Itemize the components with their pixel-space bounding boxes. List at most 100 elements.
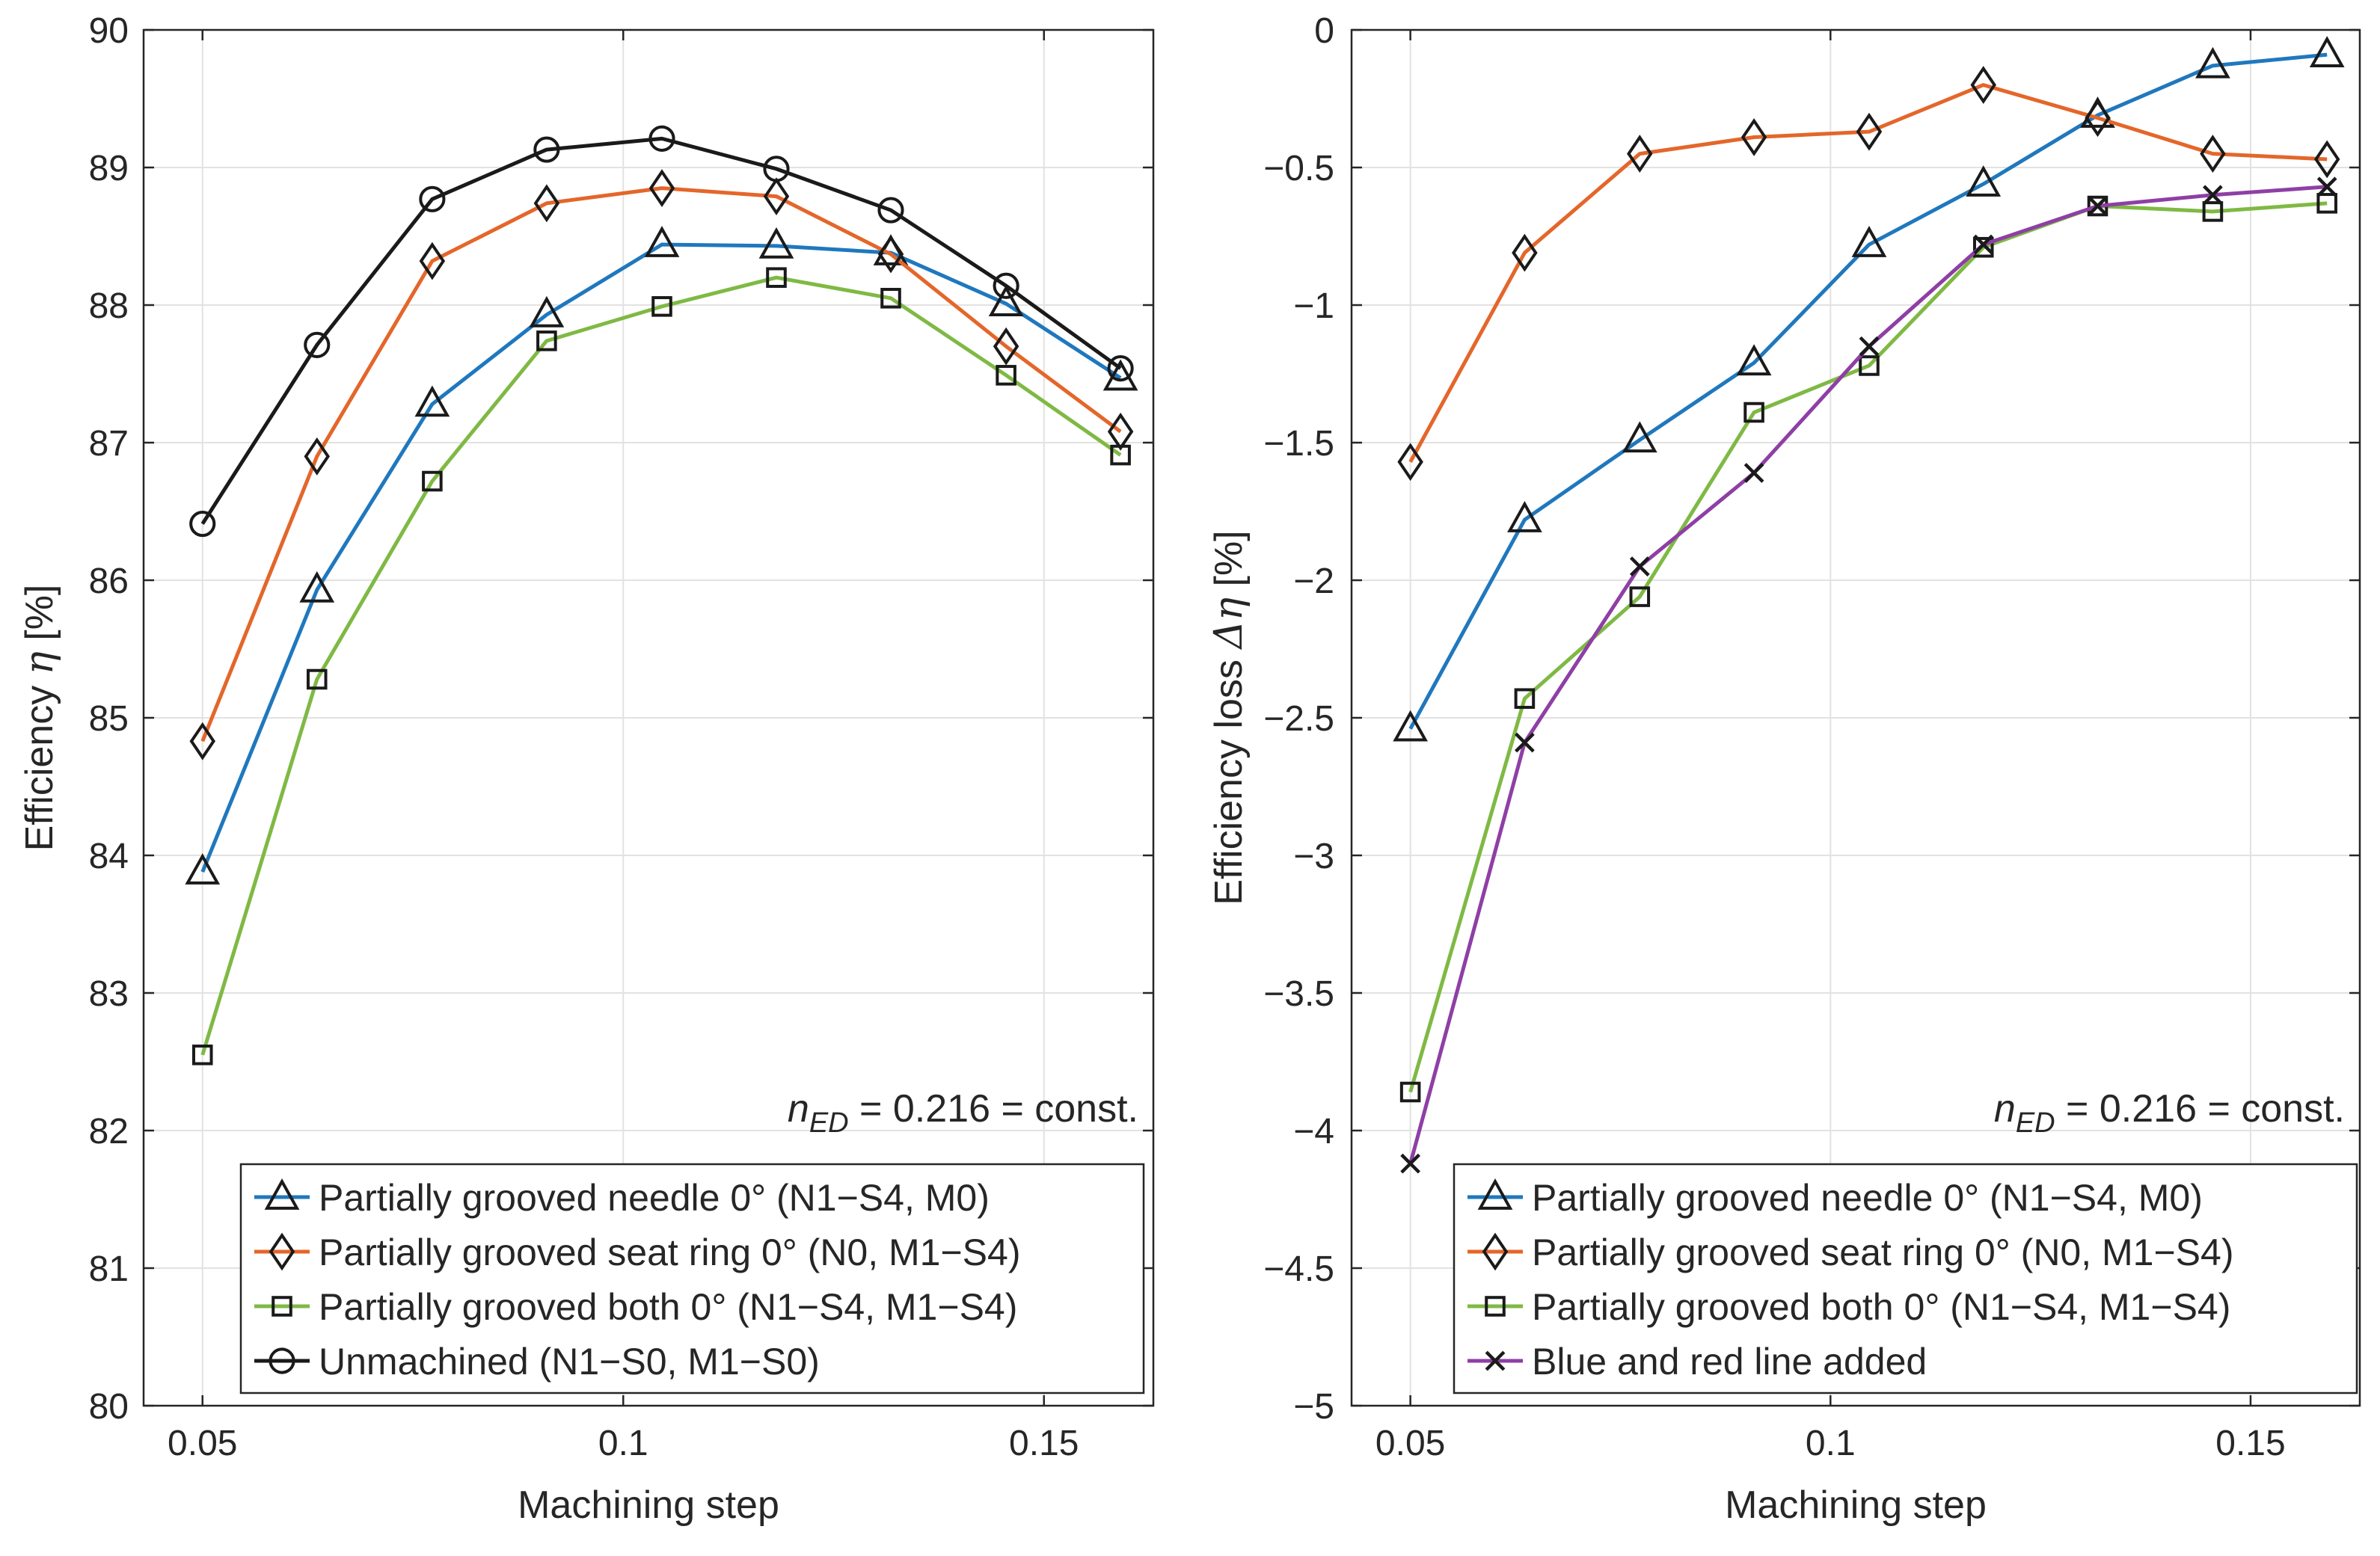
data-point xyxy=(1851,226,1887,257)
annotation: nED = 0.216 = const. xyxy=(1994,1087,2345,1139)
y-tick-label: −3 xyxy=(1293,837,1334,876)
data-point xyxy=(414,385,450,417)
x-axis-label: Machining step xyxy=(1725,1483,1987,1527)
series-line xyxy=(200,136,1122,525)
y-axis-label-text: Efficiency loss xyxy=(1207,649,1251,905)
data-point xyxy=(766,267,787,288)
data-point xyxy=(988,285,1024,316)
legend-marker xyxy=(1485,1350,1506,1371)
data-point xyxy=(2085,99,2111,138)
data-point xyxy=(1507,501,1542,532)
data-point xyxy=(2309,36,2345,67)
legend-box xyxy=(239,1163,1145,1394)
annotation-variable: n xyxy=(1994,1087,2016,1131)
data-point xyxy=(1856,112,1883,151)
data-point xyxy=(880,288,901,309)
data-point xyxy=(1399,1081,1421,1103)
legend-marker xyxy=(1482,1232,1509,1271)
series-4 xyxy=(189,125,1134,538)
data-point xyxy=(1400,1153,1421,1174)
data-point xyxy=(536,330,557,351)
data-point xyxy=(993,272,1019,299)
legend-label: Partially grooved needle 0° (N1−S4, M0) xyxy=(319,1177,990,1219)
legend-label: Partially grooved seat ring 0° (N0, M1−S… xyxy=(319,1231,1020,1273)
y-tick-label: −4 xyxy=(1293,1112,1334,1151)
data-point xyxy=(1110,444,1131,466)
data-point xyxy=(648,169,675,208)
legend-item: Partially grooved seat ring 0° (N0, M1−S… xyxy=(254,1231,1020,1273)
data-point xyxy=(1512,233,1538,272)
legend-marker xyxy=(264,1178,300,1210)
right-efficiency-loss-chart: −5 −4.5 −4 −3.5 −3 −2.5 −2 −1.5 −1 −0.5 0 0.05 0.1 0.… xyxy=(1206,11,2361,1527)
series-line xyxy=(1408,201,2328,1093)
data-point xyxy=(422,470,443,492)
series-3 xyxy=(191,267,1131,1065)
legend-item: Partially grooved both 0° (N1−S4, M1−S4) xyxy=(1467,1286,2230,1328)
data-point xyxy=(1859,336,1880,357)
legend-label: Partially grooved both 0° (N1−S4, M1−S4) xyxy=(319,1286,1017,1328)
series-line xyxy=(200,186,1122,742)
series-3 xyxy=(1399,193,2337,1103)
y-tick-label: 88 xyxy=(89,286,129,326)
x-tick-label: 0.05 xyxy=(168,1424,237,1463)
data-point xyxy=(1393,710,1428,742)
data-point xyxy=(189,722,215,760)
data-point xyxy=(2195,46,2230,79)
annotation: nED = 0.216 = const. xyxy=(788,1087,1138,1139)
data-point xyxy=(1736,344,1772,376)
y-tick-label: −1.5 xyxy=(1263,424,1334,464)
series-line xyxy=(200,275,1122,1056)
data-point xyxy=(651,296,672,317)
y-tick-label: −2.5 xyxy=(1263,699,1334,739)
y-tick-label: −4.5 xyxy=(1263,1249,1334,1289)
data-point xyxy=(1107,412,1134,451)
x-axis-label: Machining step xyxy=(518,1483,779,1527)
legend-item: Partially grooved both 0° (N1−S4, M1−S4) xyxy=(254,1286,1017,1328)
data-point xyxy=(648,125,675,152)
legend-marker xyxy=(269,1232,295,1271)
y-axis-label: Efficiency η [%] xyxy=(17,585,62,852)
data-point xyxy=(1514,688,1536,710)
x-tick-label: 0.1 xyxy=(598,1424,648,1463)
data-point xyxy=(644,226,680,257)
y-axis-label: Efficiency loss Δη [%] xyxy=(1206,530,1251,905)
x-tick-label: 0.15 xyxy=(2215,1424,2285,1463)
legend-box xyxy=(1453,1163,2358,1394)
data-point xyxy=(1627,135,1653,173)
y-axis-label-unit: [%] xyxy=(1207,530,1251,597)
data-point xyxy=(185,853,221,885)
annotation-subscript: ED xyxy=(2016,1107,2055,1139)
legend: Partially grooved needle 0° (N1−S4, M0) P… xyxy=(1453,1163,2358,1394)
y-tick-label: −0.5 xyxy=(1263,149,1334,188)
legend-item: Partially grooved seat ring 0° (N0, M1−S… xyxy=(1467,1231,2233,1273)
legend-marker xyxy=(1477,1178,1513,1210)
y-tick-label: −2 xyxy=(1293,562,1334,601)
y-tick-label: 89 xyxy=(89,149,129,188)
legend-label: Partially grooved seat ring 0° (N0, M1−S… xyxy=(1532,1231,2233,1273)
data-point xyxy=(533,184,560,223)
data-point xyxy=(304,331,331,358)
legend-label: Blue and red line added xyxy=(1532,1341,1927,1383)
series-line xyxy=(1408,52,2328,730)
y-tick-label: −5 xyxy=(1293,1387,1334,1427)
legend-item: Blue and red line added xyxy=(1467,1341,1927,1383)
series-2 xyxy=(1397,66,2340,482)
data-point xyxy=(1397,443,1423,482)
y-axis-label-symbol: Δη xyxy=(1206,597,1251,651)
data-point xyxy=(2316,176,2337,197)
y-tick-label: 80 xyxy=(89,1387,129,1427)
data-point xyxy=(1859,355,1880,376)
data-point xyxy=(2088,196,2108,216)
data-point xyxy=(191,1045,213,1065)
series-line xyxy=(200,242,1122,873)
data-point xyxy=(758,227,794,259)
data-point xyxy=(763,156,790,182)
data-point xyxy=(877,197,904,224)
y-tick-label: 81 xyxy=(89,1249,129,1289)
data-point xyxy=(1972,236,1994,258)
data-point xyxy=(189,510,216,538)
data-point xyxy=(419,185,446,212)
data-point xyxy=(877,235,904,274)
data-point xyxy=(763,177,790,216)
